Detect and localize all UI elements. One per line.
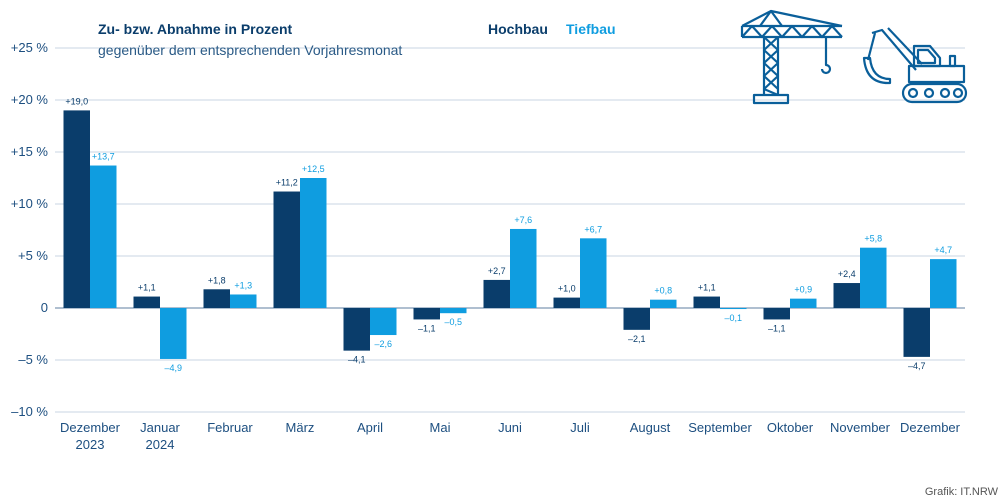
legend-tiefbau: Tiefbau: [566, 21, 616, 37]
y-axis-ticks: +25 % +20 % +15 % +10 % +5 % 0 –5 % –10 %: [11, 40, 49, 419]
bar-hochbau: [833, 283, 860, 308]
bar-tiefbau: [230, 294, 257, 308]
data-label-tiefbau: +6,7: [584, 224, 602, 234]
data-label-tiefbau: +0,8: [654, 286, 672, 296]
bar-hochbau: [553, 297, 580, 308]
data-label-hochbau: –4,1: [348, 355, 366, 365]
y-tick-label: +15 %: [11, 144, 49, 159]
chart-title: Zu- bzw. Abnahme in Prozent: [98, 21, 293, 37]
bar-tiefbau: [300, 178, 327, 308]
crane-icon: [740, 9, 843, 105]
x-tick-label: März: [286, 420, 315, 435]
x-tick-label: April: [357, 420, 383, 435]
data-label-hochbau: +1,1: [138, 283, 156, 293]
data-label-hochbau: +1,8: [208, 275, 226, 285]
bar-hochbau: [203, 289, 230, 308]
bar-tiefbau: [860, 247, 887, 308]
data-label-tiefbau: +0,9: [794, 285, 812, 295]
data-label-tiefbau: +5,8: [864, 234, 882, 244]
bar-tiefbau: [510, 228, 537, 308]
data-label-tiefbau: –4,9: [164, 363, 182, 373]
bar-hochbau: [133, 296, 160, 308]
x-tick-label: Dezember: [60, 420, 121, 435]
data-label-tiefbau: +12,5: [302, 164, 325, 174]
data-label-hochbau: –4,7: [908, 361, 926, 371]
y-tick-label: –10 %: [11, 404, 48, 419]
x-tick-label: 2023: [76, 437, 105, 452]
bar-hochbau: [273, 191, 300, 308]
bars: [63, 110, 957, 359]
x-tick-label: September: [688, 420, 752, 435]
data-label-hochbau: –2,1: [628, 334, 646, 344]
y-tick-label: +10 %: [11, 196, 49, 211]
x-tick-label: 2024: [146, 437, 175, 452]
bar-tiefbau: [930, 259, 957, 308]
bar-hochbau: [903, 308, 930, 357]
data-label-hochbau: –1,1: [768, 323, 786, 333]
chart-subtitle: gegenüber dem entsprechenden Vorjahresmo…: [98, 42, 402, 58]
data-label-tiefbau: –2,6: [374, 339, 392, 349]
excavator-icon: [862, 27, 968, 104]
data-label-tiefbau: +13,7: [92, 152, 115, 162]
bar-tiefbau: [650, 299, 677, 308]
x-tick-label: Juni: [498, 420, 522, 435]
bar-hochbau: [413, 308, 440, 320]
bar-tiefbau: [790, 298, 817, 308]
data-label-hochbau: +19,0: [65, 96, 88, 106]
data-label-tiefbau: +4,7: [934, 245, 952, 255]
x-tick-label: August: [630, 420, 671, 435]
bar-tiefbau: [720, 308, 747, 310]
x-tick-label: Februar: [207, 420, 253, 435]
y-tick-label: –5 %: [18, 352, 48, 367]
x-tick-label: November: [830, 420, 891, 435]
bar-hochbau: [343, 308, 370, 351]
data-label-tiefbau: –0,5: [444, 317, 462, 327]
data-label-hochbau: +2,7: [488, 266, 506, 276]
bar-tiefbau: [160, 308, 187, 359]
y-tick-label: 0: [41, 300, 48, 315]
x-tick-label: Dezember: [900, 420, 961, 435]
x-tick-label: Mai: [430, 420, 451, 435]
bar-tiefbau: [370, 308, 397, 336]
legend-hochbau: Hochbau: [488, 21, 548, 37]
x-tick-label: Januar: [140, 420, 180, 435]
y-tick-label: +5 %: [18, 248, 48, 263]
bar-tiefbau: [90, 165, 117, 308]
data-label-tiefbau: –0,1: [724, 313, 742, 323]
data-label-tiefbau: +7,6: [514, 215, 532, 225]
legend: Hochbau Tiefbau: [488, 21, 616, 37]
bar-hochbau: [763, 308, 790, 320]
data-label-hochbau: +11,2: [276, 178, 298, 188]
data-labels: +19,0 +13,7 +1,1 –4,9 +1,8 +1,3 +11,2 +12,5 –4,1…: [65, 96, 952, 373]
x-tick-label: Oktober: [767, 420, 814, 435]
bar-tiefbau: [440, 308, 467, 314]
x-axis-ticks: Dezember 2023 Januar 2024 Februar März April Ma…: [60, 420, 961, 452]
data-label-hochbau: +1,0: [558, 284, 576, 294]
data-label-hochbau: +1,1: [698, 283, 716, 293]
bar-hochbau: [693, 296, 720, 308]
source-credit: Grafik: IT.NRW: [925, 486, 999, 498]
bar-tiefbau: [580, 238, 607, 308]
data-label-tiefbau: +1,3: [234, 280, 252, 290]
bar-hochbau: [63, 110, 90, 309]
y-tick-label: +25 %: [11, 40, 49, 55]
bar-hochbau: [623, 308, 650, 330]
y-tick-label: +20 %: [11, 92, 49, 107]
data-label-hochbau: +2,4: [838, 269, 856, 279]
data-label-hochbau: –1,1: [418, 323, 436, 333]
x-tick-label: Juli: [570, 420, 590, 435]
bar-hochbau: [483, 279, 510, 308]
